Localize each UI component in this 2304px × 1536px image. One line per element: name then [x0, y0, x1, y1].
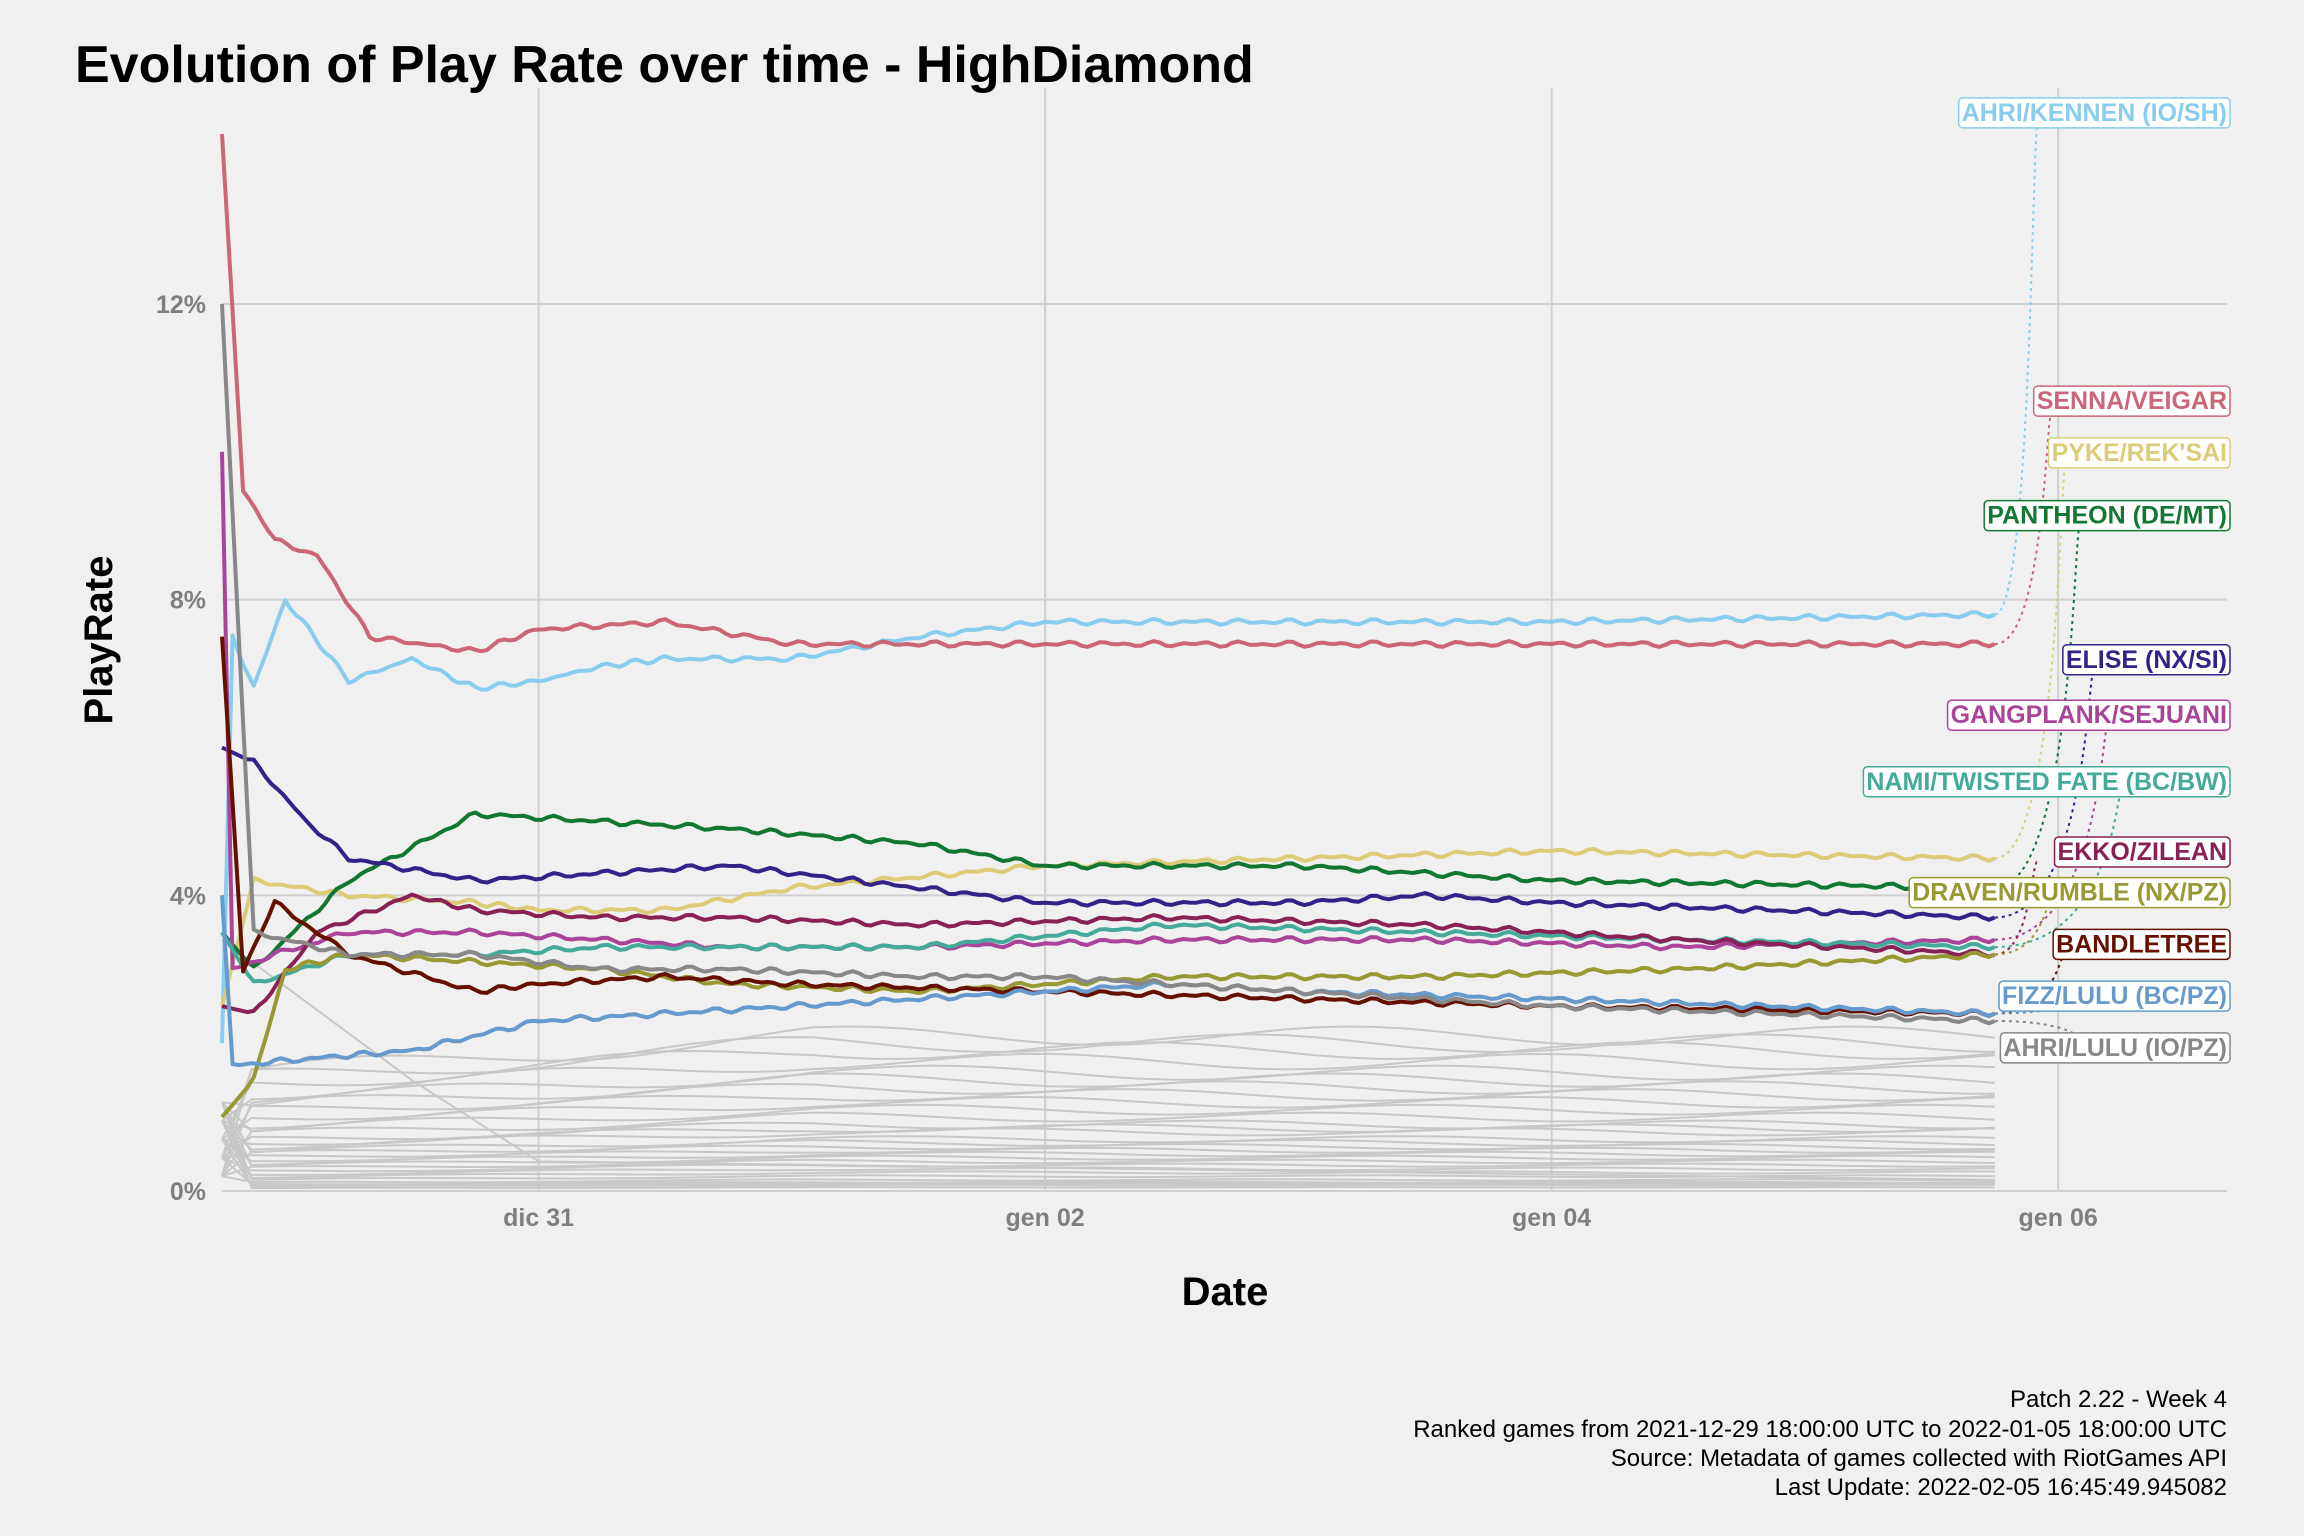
series-label-box — [2052, 928, 2231, 961]
background-series-line — [221, 1111, 1995, 1177]
caption-line: Source: Metadata of games collected with… — [1611, 1445, 2227, 1472]
series-label-box — [2053, 836, 2231, 868]
x-axis-title: Date — [1182, 1270, 1269, 1314]
background-series-line — [221, 1120, 1995, 1167]
series-label: EKKO/ZILEAN — [2058, 838, 2227, 866]
y-tick-label: 8% — [170, 587, 206, 615]
background-series-line — [221, 1101, 1995, 1190]
background-series-line — [221, 938, 1995, 1181]
series-label: PANTHEON (DE/MT) — [1987, 502, 2227, 530]
series-label: FIZZ/LULU (BC/PZ) — [2002, 982, 2227, 1010]
series-line — [220, 895, 1996, 1067]
label-connector — [1994, 901, 2053, 956]
caption: Patch 2.22 - Week 4 Ranked games from 20… — [1413, 1386, 2227, 1501]
tick-labels: dic 31 gen 02 gen 04 gen 06 0% 4% 8% 12% — [156, 291, 2098, 1232]
series-label-box — [1957, 97, 2231, 129]
series-line — [220, 810, 1996, 969]
background-series-line — [221, 1156, 1995, 1173]
label-connector — [1994, 122, 2039, 616]
y-tick-label: 4% — [170, 882, 206, 910]
background-series-line — [221, 1120, 1995, 1179]
caption-line: Ranked games from 2021-12-29 18:00:00 UT… — [1413, 1416, 2227, 1443]
background-series-line — [221, 1158, 1995, 1178]
series-label-box — [2062, 644, 2231, 676]
series-line — [220, 846, 1996, 1007]
caption-line: Last Update: 2022-02-05 16:45:49.945082 — [1775, 1474, 2227, 1501]
background-series-line — [221, 1088, 1995, 1141]
series-line — [221, 745, 1996, 922]
y-axis-title: PlayRate — [77, 556, 121, 725]
series-label-box — [1999, 1032, 2231, 1064]
series-line — [221, 892, 1996, 1015]
background-series-line — [221, 1138, 1995, 1187]
series-label: ELISE (NX/SI) — [2066, 646, 2227, 674]
series-label: AHRI/KENNEN (IO/SH) — [1962, 99, 2227, 127]
series-label: BANDLETREE — [2056, 930, 2227, 958]
label-connector — [1994, 462, 2067, 860]
background-series-line — [221, 1101, 1995, 1133]
caption-line: Patch 2.22 - Week 4 — [2010, 1386, 2227, 1413]
label-connector — [1994, 791, 2123, 949]
series-line — [220, 636, 1996, 1018]
background-series-line — [221, 1138, 1995, 1177]
background-series-line — [221, 1064, 1995, 1107]
x-tick-label: dic 31 — [503, 1204, 574, 1232]
series-line — [220, 133, 1996, 654]
background-series-line — [221, 1120, 1995, 1151]
background-series-line — [221, 1041, 1995, 1140]
series-line — [220, 598, 1996, 1044]
series-label: AHRI/LULU (IO/PZ) — [2003, 1034, 2227, 1062]
series-label: PYKE/REK'SAI — [2052, 439, 2227, 467]
y-tick-label: 0% — [170, 1178, 206, 1206]
series-group — [220, 133, 1996, 1119]
background-series-line — [221, 1095, 1995, 1130]
label-connector — [1994, 725, 2109, 941]
background-series-line — [221, 1052, 1995, 1122]
x-tick-label: gen 02 — [1006, 1204, 1085, 1232]
chart-title: Evolution of Play Rate over time - HighD… — [75, 36, 1254, 94]
series-line — [220, 921, 1996, 984]
series-label: NAMI/TWISTED FATE (BC/BW) — [1866, 768, 2227, 796]
background-series-line — [221, 1120, 1995, 1188]
background-series-line — [221, 1175, 1995, 1184]
series-label-box — [2032, 385, 2231, 417]
grid — [222, 88, 2227, 1192]
background-series-group — [221, 938, 1995, 1190]
series-label-box — [1862, 766, 2231, 798]
series-label-box — [2047, 437, 2231, 469]
background-series-line — [221, 1033, 1995, 1159]
series-label: GANGPLANK/SEJUANI — [1951, 701, 2227, 729]
background-series-line — [221, 1138, 1995, 1163]
background-series-line — [221, 1123, 1995, 1146]
series-label-box — [1998, 980, 2231, 1012]
series-label-box — [1983, 499, 2231, 532]
x-tick-label: gen 04 — [1512, 1204, 1591, 1232]
y-tick-label: 12% — [156, 291, 206, 319]
background-series-line — [221, 1101, 1995, 1167]
series-labels: AHRI/KENNEN (IO/SH) SENNA/VEIGAR PYKE/REK'… — [1862, 97, 2231, 1064]
series-label: SENNA/VEIGAR — [2037, 387, 2227, 415]
series-label-box — [1946, 699, 2231, 731]
series-line — [220, 451, 1996, 970]
label-connector — [1994, 525, 2081, 889]
series-label: DRAVEN/RUMBLE (NX/PZ) — [1912, 879, 2227, 907]
series-label-box — [1908, 876, 2231, 909]
series-line — [220, 303, 1996, 1026]
x-tick-label: gen 06 — [2019, 1204, 2098, 1232]
